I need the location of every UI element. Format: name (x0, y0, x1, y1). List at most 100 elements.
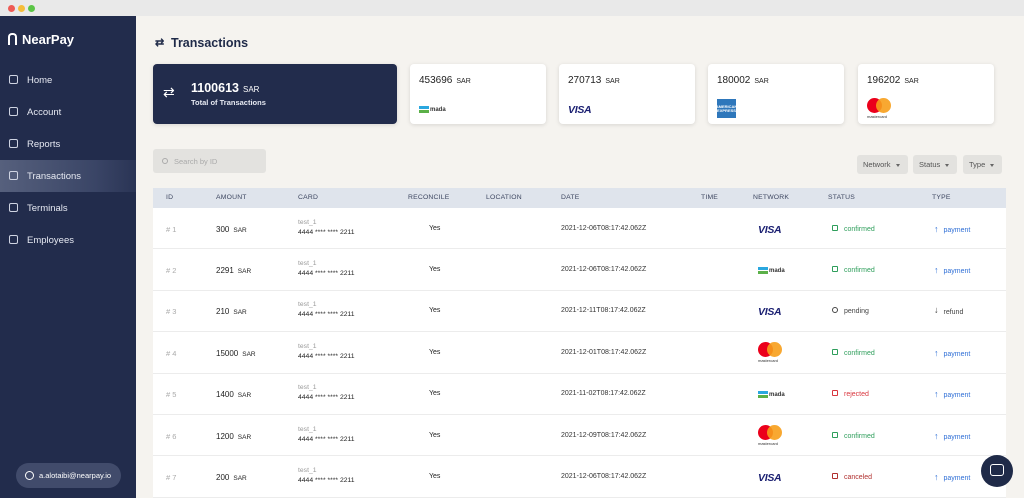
card-number: 4444 **** **** 2211 (298, 435, 355, 443)
table-row[interactable]: # 2 2291 SAR test_1 4444 **** **** 2211 Yes 20… (153, 249, 1006, 291)
nav-label: Transactions (27, 170, 82, 182)
reconcile: Yes (429, 307, 441, 315)
card-number: 4444 **** **** 2211 (298, 352, 355, 360)
reconcile: Yes (429, 431, 441, 439)
filter-dropdown[interactable]: Type (963, 155, 1002, 174)
nav-item[interactable]: Home (0, 64, 136, 96)
amount-currency: SAR (233, 226, 247, 234)
status-icon (832, 307, 838, 314)
table-row[interactable]: # 1 300 SAR test_1 4444 **** **** 2211 Yes 202… (153, 208, 1006, 250)
row-id: # 5 (166, 390, 177, 400)
nav-item[interactable]: Terminals (0, 192, 136, 224)
network-card: 270713 SAR VISA (559, 64, 695, 124)
amount-currency: SAR (904, 78, 919, 85)
column-header: NETWORK (753, 194, 790, 201)
chat-button[interactable] (981, 455, 1013, 487)
card-name: test_1 (298, 218, 317, 226)
logo-text: AMERICAN EXPRESS (715, 103, 738, 113)
nav-item[interactable]: Employees (0, 224, 136, 256)
logo-text: VISA (758, 223, 782, 236)
row-id: # 6 (166, 431, 177, 441)
page-title: Transactions (171, 36, 249, 50)
search-input[interactable]: Search by ID (153, 149, 266, 173)
column-header: STATUS (828, 194, 856, 201)
logo-circle (876, 98, 891, 113)
total-label: Total of Transactions (191, 98, 266, 107)
logo-text: mada (769, 268, 785, 275)
nav-label: Reports (27, 138, 61, 150)
amount-currency: SAR (237, 433, 252, 441)
amount-currency: SAR (456, 78, 471, 85)
search-placeholder: Search by ID (174, 157, 218, 166)
amount-currency: SAR (233, 309, 247, 317)
type-text: payment (943, 475, 971, 483)
table-row[interactable]: # 5 1400 SAR test_1 4444 **** **** 2211 Yes 20… (153, 373, 1006, 415)
network-amount: 453696 SAR (419, 75, 471, 86)
network-amount: 196202 SAR (867, 75, 919, 86)
status-text: confirmed (844, 349, 875, 357)
column-header: TYPE (932, 194, 951, 201)
table-row[interactable]: # 3 210 SAR test_1 4444 **** **** 2211 Yes 202… (153, 290, 1006, 333)
row-amount: 210 SAR (216, 307, 247, 316)
type-icon: ↑ (934, 472, 939, 483)
nav-item[interactable]: Account (0, 96, 136, 128)
card-name: test_1 (298, 342, 317, 350)
date: 2021-12-01T08:17:42.062Z (561, 348, 647, 356)
logo-text: mastercard (758, 440, 779, 446)
network-card: 180002 SAR AMERICAN EXPRESS (708, 64, 844, 124)
nav-label: Terminals (27, 202, 68, 214)
status-icon (832, 473, 838, 480)
close-button[interactable] (8, 5, 15, 12)
nav-label: Home (27, 74, 53, 86)
minimize-button[interactable] (18, 5, 25, 12)
reconcile: Yes (429, 348, 441, 356)
type-icon: ↑ (934, 306, 939, 317)
status-text: pending (844, 308, 869, 316)
filter-dropdown[interactable]: Status (913, 155, 957, 174)
filter-dropdown[interactable]: Network (857, 155, 908, 174)
reconcile: Yes (429, 266, 441, 274)
amount-value: 2291 (216, 266, 234, 276)
amount-value: 1400 (216, 390, 234, 400)
status-icon (832, 224, 838, 231)
network-card: 453696 SAR mada (410, 64, 546, 124)
maximize-button[interactable] (28, 5, 35, 12)
column-header: DATE (561, 194, 580, 201)
logo-bar (758, 267, 768, 271)
search-icon (162, 158, 168, 164)
date: 2021-12-06T08:17:42.062Z (561, 224, 647, 232)
card-name: test_1 (298, 467, 317, 475)
date: 2021-12-11T08:17:42.062Z (561, 307, 646, 315)
title-icon: ⇄ (155, 37, 165, 49)
type-text: payment (943, 350, 971, 358)
user-button[interactable]: a.alotaibi@nearpay.io (16, 463, 121, 488)
status-text: rejected (844, 391, 869, 399)
table-row[interactable]: # 6 1200 SAR test_1 4444 **** **** 2211 Yes 20… (153, 415, 1006, 457)
amount-currency: SAR (754, 78, 769, 85)
type-icon: ↑ (934, 265, 939, 276)
reconcile: Yes (429, 473, 441, 481)
amount-currency: SAR (237, 268, 252, 276)
card-number: 4444 **** **** 2211 (298, 477, 355, 485)
amount-currency: SAR (237, 392, 252, 400)
logo-text: mada (430, 107, 446, 113)
table-row[interactable]: # 4 15000 SAR test_1 4444 **** **** 2211 Yes 2… (153, 332, 1006, 374)
logo-text: VISA (758, 472, 782, 485)
user-email: a.alotaibi@nearpay.io (39, 471, 112, 480)
network-card: 196202 SAR mastercard (858, 64, 994, 124)
card-name: test_1 (298, 425, 317, 433)
status-icon (832, 390, 838, 397)
reconcile: Yes (429, 390, 441, 398)
table-row[interactable]: # 7 200 SAR test_1 4444 **** **** 2211 Yes 202… (153, 456, 1006, 498)
logo-bar (758, 271, 768, 275)
date: 2021-11-02T08:17:42.062Z (561, 390, 646, 398)
amount-value: 180002 (717, 75, 751, 86)
nav-label: Account (27, 106, 62, 118)
card-name: test_1 (298, 260, 317, 268)
type-text: payment (943, 392, 971, 400)
nav-item[interactable]: Transactions (0, 160, 136, 192)
status: rejected (832, 390, 869, 398)
nav-item[interactable]: Reports (0, 128, 136, 160)
type: ↑ refund (934, 306, 963, 316)
type-icon: ↑ (934, 430, 939, 441)
